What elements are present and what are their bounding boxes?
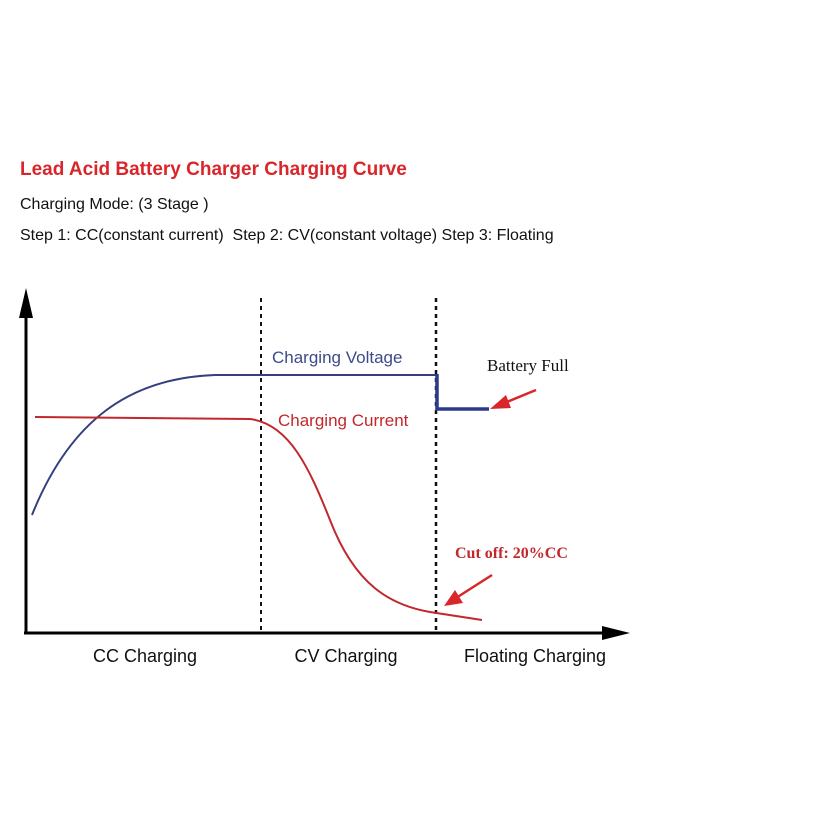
arrow-head bbox=[19, 288, 33, 318]
subtitle: Step 1: CC(constant current) Step 2: CV(… bbox=[20, 227, 554, 244]
annotation-arrow bbox=[455, 573, 493, 600]
annotation: Cut off: 20%CC bbox=[455, 545, 568, 562]
current-curve bbox=[34, 416, 483, 621]
arrow-head bbox=[490, 395, 511, 409]
voltage-curve bbox=[31, 374, 437, 516]
annotation: Battery Full bbox=[487, 356, 569, 375]
curve-label: Charging Current bbox=[278, 411, 409, 430]
arrow-head bbox=[602, 626, 630, 640]
phase-label: CV Charging bbox=[294, 646, 397, 666]
arrow-head bbox=[444, 590, 463, 606]
curve-label: Charging Voltage bbox=[272, 348, 402, 367]
phase-label: CC Charging bbox=[93, 646, 197, 666]
title: Lead Acid Battery Charger Charging Curve bbox=[20, 159, 407, 180]
voltage-drop bbox=[435, 374, 489, 411]
phase-label: Floating Charging bbox=[464, 646, 606, 666]
axes bbox=[19, 288, 630, 640]
subtitle: Charging Mode: (3 Stage ) bbox=[20, 196, 209, 213]
